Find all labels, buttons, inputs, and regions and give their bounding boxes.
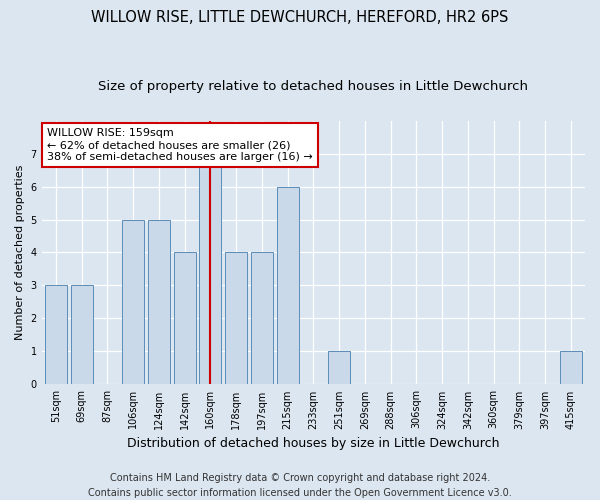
Text: WILLOW RISE: 159sqm
← 62% of detached houses are smaller (26)
38% of semi-detach: WILLOW RISE: 159sqm ← 62% of detached ho…: [47, 128, 313, 162]
Bar: [277, 186, 299, 384]
Bar: [148, 220, 170, 384]
Bar: [45, 286, 67, 384]
Bar: [560, 352, 582, 384]
Bar: [328, 352, 350, 384]
Bar: [251, 252, 273, 384]
Bar: [122, 220, 144, 384]
Title: Size of property relative to detached houses in Little Dewchurch: Size of property relative to detached ho…: [98, 80, 529, 93]
Bar: [173, 252, 196, 384]
Y-axis label: Number of detached properties: Number of detached properties: [15, 165, 25, 340]
Bar: [199, 154, 221, 384]
Bar: [71, 286, 92, 384]
Text: Contains HM Land Registry data © Crown copyright and database right 2024.
Contai: Contains HM Land Registry data © Crown c…: [88, 472, 512, 498]
Text: WILLOW RISE, LITTLE DEWCHURCH, HEREFORD, HR2 6PS: WILLOW RISE, LITTLE DEWCHURCH, HEREFORD,…: [91, 10, 509, 25]
X-axis label: Distribution of detached houses by size in Little Dewchurch: Distribution of detached houses by size …: [127, 437, 500, 450]
Bar: [225, 252, 247, 384]
